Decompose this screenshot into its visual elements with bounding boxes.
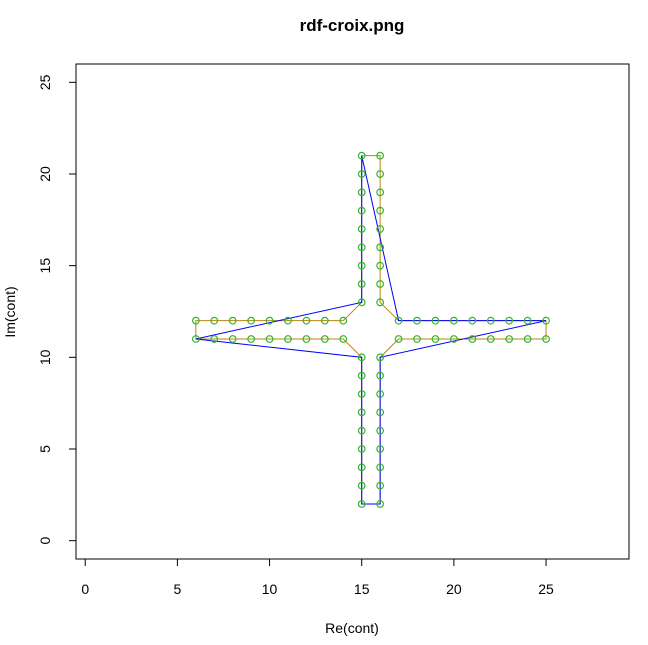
data-point xyxy=(394,335,403,343)
data-point xyxy=(376,206,385,215)
data-point xyxy=(357,225,366,233)
data-point xyxy=(228,335,237,343)
data-point xyxy=(376,408,385,417)
data-point xyxy=(357,463,366,472)
data-point xyxy=(357,206,366,215)
data-point xyxy=(486,316,495,325)
data-point xyxy=(210,335,219,343)
data-point xyxy=(339,316,348,325)
data-point xyxy=(357,298,366,307)
data-point xyxy=(468,316,477,325)
x-tick-label: 0 xyxy=(81,581,89,597)
data-point xyxy=(357,170,366,178)
data-point xyxy=(376,188,385,197)
data-point xyxy=(357,426,366,435)
x-axis: 0 5 10 15 20 25 xyxy=(81,558,554,597)
data-point xyxy=(376,500,385,508)
series-2-line xyxy=(195,155,547,505)
data-point xyxy=(413,316,421,325)
data-point xyxy=(376,298,385,307)
plot-area xyxy=(191,151,550,508)
x-tick-label: 15 xyxy=(354,581,370,597)
data-point xyxy=(376,426,385,435)
y-tick-label: 20 xyxy=(37,166,53,182)
x-tick-label: 20 xyxy=(446,581,462,597)
data-point xyxy=(265,335,274,343)
data-point xyxy=(357,151,366,160)
data-point xyxy=(357,243,366,252)
data-point xyxy=(431,316,440,325)
data-point xyxy=(302,335,311,343)
data-point xyxy=(431,335,440,343)
data-point xyxy=(357,371,366,380)
x-tick-label: 5 xyxy=(173,581,181,597)
y-tick-label: 10 xyxy=(37,349,53,365)
y-tick-label: 0 xyxy=(37,537,53,545)
data-point xyxy=(376,390,385,398)
data-point xyxy=(505,316,514,325)
x-tick-label: 25 xyxy=(538,581,554,597)
data-point xyxy=(284,335,292,343)
data-point xyxy=(320,316,329,325)
chart-title: rdf-croix.png xyxy=(300,16,405,35)
data-point xyxy=(505,335,514,343)
data-point xyxy=(191,335,200,343)
data-point xyxy=(357,280,366,288)
data-point xyxy=(357,408,366,417)
data-point xyxy=(210,316,219,325)
data-point xyxy=(357,390,366,398)
data-point xyxy=(228,316,237,325)
data-point xyxy=(265,316,274,325)
data-point xyxy=(357,481,366,490)
data-point xyxy=(542,316,550,325)
x-axis-label: Re(cont) xyxy=(325,620,379,636)
data-point xyxy=(376,151,385,160)
data-point xyxy=(394,316,403,325)
data-point xyxy=(357,188,366,197)
data-point xyxy=(542,335,550,343)
data-point xyxy=(376,170,385,178)
data-point xyxy=(357,500,366,508)
data-point xyxy=(486,335,495,343)
data-point xyxy=(339,335,348,343)
data-point xyxy=(376,445,385,453)
data-point xyxy=(357,445,366,453)
data-point xyxy=(357,261,366,270)
data-point xyxy=(284,316,292,325)
data-point xyxy=(191,316,200,325)
data-point xyxy=(376,243,385,252)
y-axis-label: Im(cont) xyxy=(2,286,18,337)
x-tick-label: 10 xyxy=(262,581,278,597)
data-point xyxy=(320,335,329,343)
data-point xyxy=(302,316,311,325)
data-point xyxy=(247,335,256,343)
data-point xyxy=(523,316,532,325)
data-point xyxy=(376,463,385,472)
data-point xyxy=(376,371,385,380)
data-point xyxy=(449,335,458,343)
data-point xyxy=(247,316,256,325)
data-point xyxy=(376,280,385,288)
data-point xyxy=(357,353,366,362)
data-point xyxy=(376,353,385,362)
y-tick-label: 15 xyxy=(37,258,53,274)
y-tick-label: 25 xyxy=(37,74,53,90)
data-point xyxy=(413,335,421,343)
data-point xyxy=(376,225,385,233)
data-point xyxy=(449,316,458,325)
data-point xyxy=(468,335,477,343)
data-point xyxy=(376,481,385,490)
y-tick-label: 5 xyxy=(37,445,53,453)
y-axis: 0 5 10 15 20 25 xyxy=(37,74,77,545)
data-point xyxy=(523,335,532,343)
series-1-line xyxy=(195,155,547,505)
data-point xyxy=(376,261,385,270)
